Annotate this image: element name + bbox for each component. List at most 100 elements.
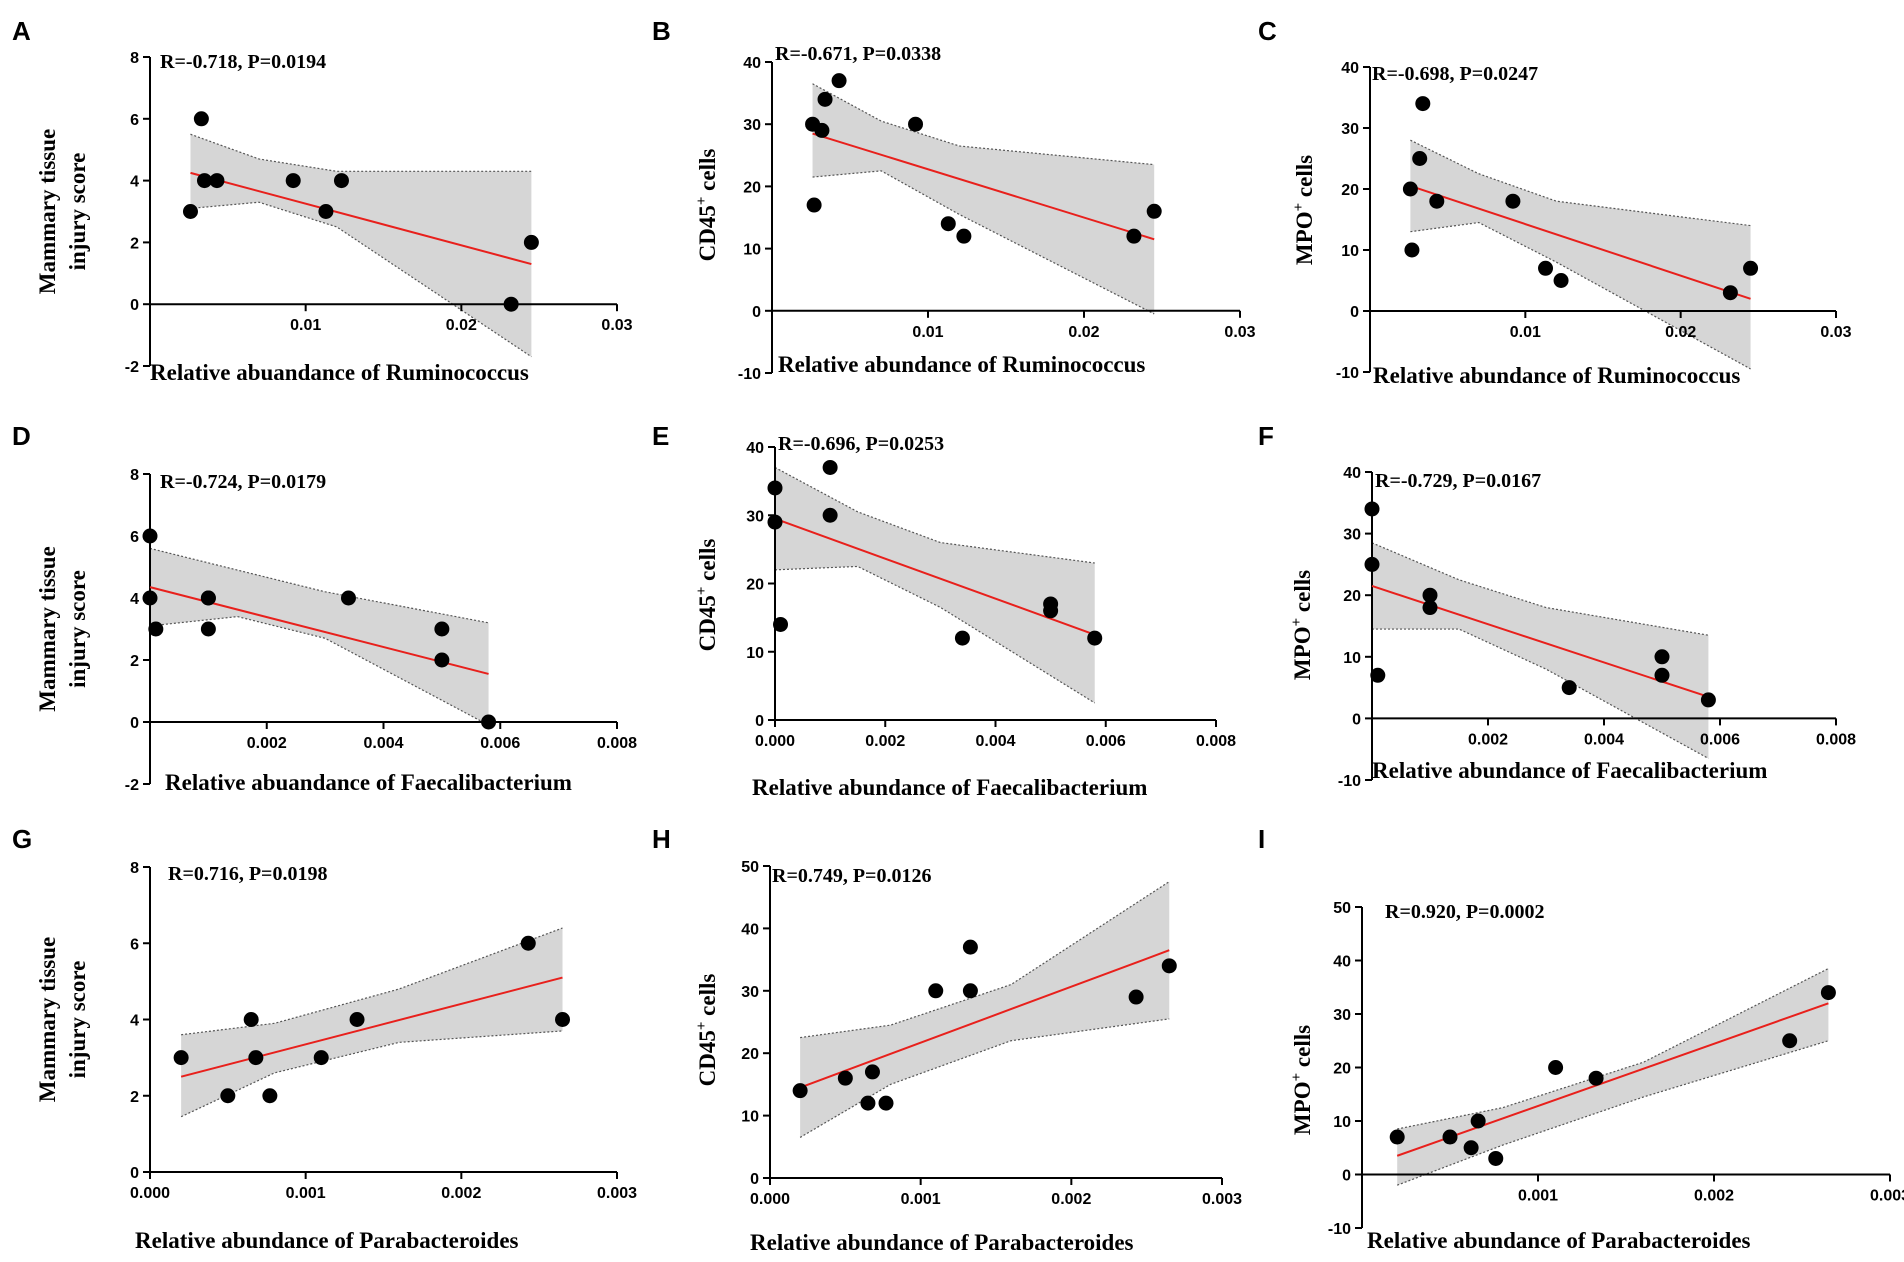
x-tick-label: 0.008 xyxy=(1196,733,1236,750)
data-point xyxy=(1463,1140,1479,1156)
data-point xyxy=(1488,1150,1504,1166)
y-tick-label: -10 xyxy=(738,366,761,383)
y-axis-label: CD45+ cells xyxy=(694,539,720,652)
y-tick-label: 0 xyxy=(1342,1168,1351,1185)
y-tick-label: 0 xyxy=(752,304,761,321)
y-tick-label: 20 xyxy=(746,577,764,594)
data-point xyxy=(1412,151,1428,166)
y-label-suffix: cells xyxy=(1292,155,1317,203)
y-tick-label: 10 xyxy=(741,1109,759,1126)
y-axis-label: MPO+ cells xyxy=(1291,155,1317,265)
y-label-main: MPO xyxy=(1290,626,1315,680)
data-point xyxy=(209,173,225,189)
y-label-main: CD45 xyxy=(695,1030,720,1086)
band-upper-edge xyxy=(1410,139,1751,227)
x-axis-label: Relative abuandance of Ruminococcus xyxy=(150,360,529,385)
data-point xyxy=(1043,603,1059,619)
band-upper-edge xyxy=(190,133,532,172)
data-point xyxy=(792,1083,808,1099)
x-tick-label: 0.002 xyxy=(1051,1191,1091,1208)
y-tick-label: 6 xyxy=(130,112,139,129)
y-tick-label: 40 xyxy=(1341,60,1359,77)
data-point xyxy=(262,1088,278,1104)
data-point xyxy=(1087,630,1103,646)
y-label-suffix: cells xyxy=(695,539,720,587)
y-tick-label: 30 xyxy=(746,508,764,525)
x-tick-label: 0.008 xyxy=(597,735,637,752)
panel-letter: D xyxy=(12,421,31,451)
y-tick-label: 40 xyxy=(1333,954,1351,971)
x-axis-label: Relative abundance of Parabacteroides xyxy=(750,1230,1134,1255)
data-point xyxy=(1126,228,1142,244)
confidence-band xyxy=(812,83,1155,314)
y-tick-label: 0 xyxy=(755,713,764,730)
y-label-suffix: cells xyxy=(1290,570,1315,618)
stat-label: R=0.749, P=0.0126 xyxy=(772,865,931,887)
data-point xyxy=(1402,181,1418,197)
data-point xyxy=(434,652,450,668)
y-label-superscript: + xyxy=(1291,203,1307,212)
data-point xyxy=(1415,96,1431,112)
x-tick-label: 0.03 xyxy=(601,317,632,334)
y-axis-label-line: injury score xyxy=(65,961,90,1079)
data-point xyxy=(1654,667,1670,683)
data-point xyxy=(1404,242,1420,258)
y-label-suffix: cells xyxy=(695,149,720,197)
data-point xyxy=(1364,501,1380,517)
band-upper-edge xyxy=(1371,542,1709,636)
data-point xyxy=(1722,285,1738,301)
y-tick-label: 10 xyxy=(1333,1114,1351,1131)
y-axis-label-line: Mammary tissue xyxy=(35,129,60,294)
y-tick-label: 30 xyxy=(1343,527,1361,544)
data-point xyxy=(200,621,216,637)
panel-letter: B xyxy=(652,16,671,46)
data-point xyxy=(196,173,212,189)
data-point xyxy=(940,216,956,232)
data-point xyxy=(555,1012,571,1027)
stat-label: R=0.920, P=0.0002 xyxy=(1385,901,1544,923)
y-axis-label-line: injury score xyxy=(65,570,90,688)
confidence-band xyxy=(190,134,532,357)
data-point xyxy=(1820,985,1836,1001)
y-tick-label: 30 xyxy=(741,984,759,1001)
x-axis-label: Relative abundance of Faecalibacterium xyxy=(1372,758,1767,783)
y-axis-label-line: injury score xyxy=(65,153,90,271)
data-point xyxy=(1538,260,1554,276)
y-tick-label: 0 xyxy=(130,1165,139,1182)
y-tick-label: 8 xyxy=(130,860,139,877)
data-point xyxy=(481,714,497,730)
data-point xyxy=(767,514,783,530)
panel-g: 0 2 4 6 8 0.000 0.001 0.002 0.003 G R=0.716, P=0.0… xyxy=(12,824,637,1253)
y-tick-label: 2 xyxy=(130,653,139,670)
y-tick-label: -10 xyxy=(1336,365,1359,382)
y-tick-label: 0 xyxy=(750,1171,759,1188)
data-point xyxy=(1588,1070,1604,1086)
data-point xyxy=(908,116,924,132)
data-point xyxy=(817,91,833,107)
band-upper-edge xyxy=(800,881,1170,1039)
data-point xyxy=(503,296,519,312)
data-point xyxy=(340,590,356,606)
y-label-superscript: + xyxy=(1289,1073,1305,1082)
data-point xyxy=(1161,958,1177,974)
x-tick-label: 0.002 xyxy=(865,733,905,750)
x-tick-label: 0.000 xyxy=(750,1191,790,1208)
y-tick-label: 10 xyxy=(1343,650,1361,667)
y-tick-label: 4 xyxy=(130,591,139,608)
x-tick-label: 0.004 xyxy=(1584,731,1624,748)
x-tick-label: 0.01 xyxy=(912,324,943,341)
x-tick-label: 0.03 xyxy=(1224,324,1255,341)
y-label-superscript: + xyxy=(1289,618,1305,627)
y-label-suffix: cells xyxy=(695,974,720,1022)
data-point xyxy=(243,1012,259,1027)
band-lower-edge xyxy=(1410,221,1751,370)
regression-line xyxy=(799,949,1170,1089)
y-tick-label: 0 xyxy=(130,297,139,314)
band-lower-edge xyxy=(774,565,1096,704)
y-tick-label: 4 xyxy=(130,174,139,191)
data-point xyxy=(1561,680,1577,696)
data-point xyxy=(1470,1113,1486,1129)
stat-label: R=-0.698, P=0.0247 xyxy=(1372,63,1538,85)
data-point xyxy=(193,111,209,127)
